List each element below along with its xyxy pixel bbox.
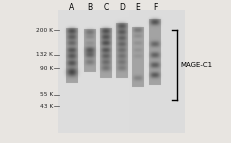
Text: F: F — [153, 2, 157, 11]
Text: 132 K: 132 K — [36, 52, 53, 57]
Text: A: A — [69, 2, 75, 11]
Text: 200 K: 200 K — [36, 27, 53, 32]
Text: E: E — [136, 2, 140, 11]
Text: D: D — [119, 2, 125, 11]
Text: C: C — [103, 2, 109, 11]
Text: MAGE-C1: MAGE-C1 — [180, 62, 212, 68]
Text: 43 K: 43 K — [40, 104, 53, 109]
Text: B: B — [88, 2, 93, 11]
Text: 55 K: 55 K — [40, 93, 53, 98]
Text: 90 K: 90 K — [40, 65, 53, 70]
